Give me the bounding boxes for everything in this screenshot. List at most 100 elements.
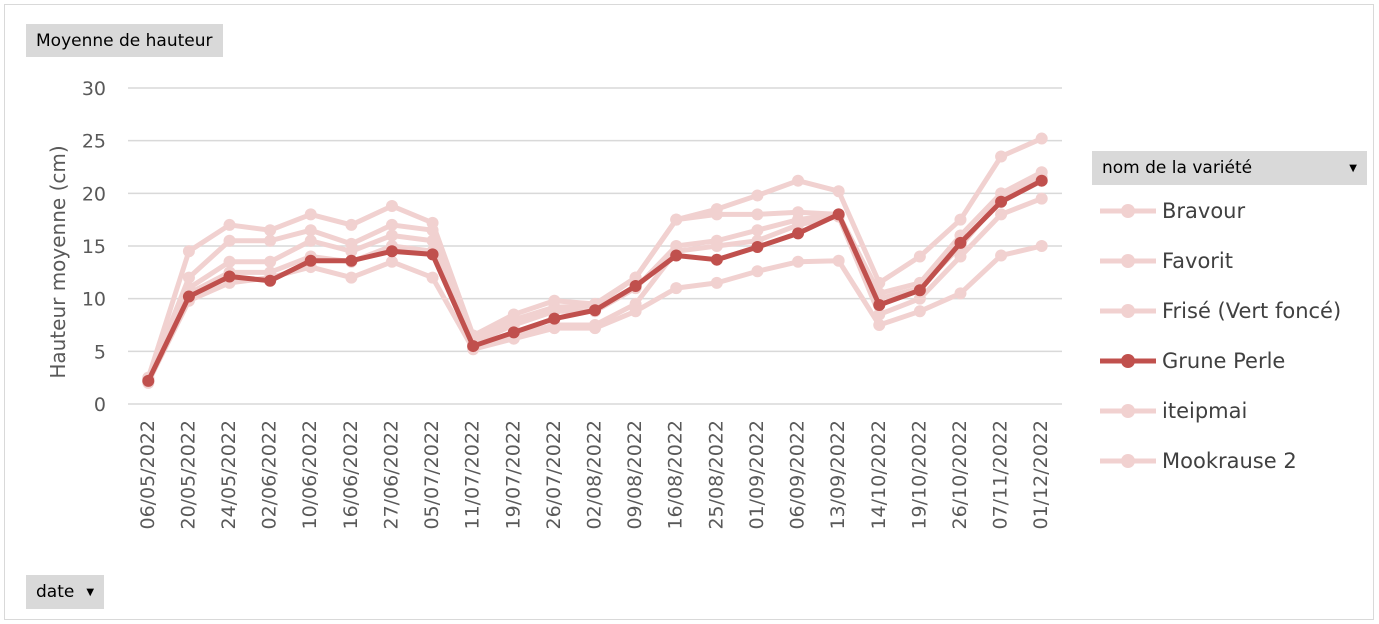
- x-tick-label: 06/05/2022: [137, 420, 159, 530]
- chart-area: [4, 4, 1374, 620]
- legend-marker-icon: [1100, 204, 1156, 218]
- x-tick-label: 27/06/2022: [380, 420, 402, 530]
- x-tick-label: 10/06/2022: [299, 420, 321, 530]
- data-point: [223, 234, 236, 247]
- legend-label: Mookrause 2: [1162, 449, 1297, 473]
- data-point: [264, 234, 277, 247]
- axis-field-label: date: [36, 582, 75, 602]
- data-point: [304, 254, 317, 267]
- measure-field-label: Moyenne de hauteur: [36, 30, 213, 51]
- data-point: [182, 290, 195, 303]
- data-point: [345, 218, 358, 231]
- data-point: [873, 298, 886, 311]
- data-point: [548, 322, 561, 335]
- data-point: [467, 340, 480, 353]
- legend-field-button[interactable]: nom de la variété ▼: [1092, 151, 1367, 185]
- data-point: [913, 250, 926, 263]
- data-point: [304, 224, 317, 237]
- data-point: [792, 218, 805, 231]
- x-tick-label: 02/06/2022: [259, 420, 281, 530]
- data-point: [426, 271, 439, 284]
- data-point: [751, 189, 764, 202]
- data-point: [345, 271, 358, 284]
- measure-field-button[interactable]: Moyenne de hauteur: [26, 24, 223, 57]
- data-point: [995, 195, 1008, 208]
- data-point: [385, 245, 398, 258]
- x-tick-label: 26/07/2022: [543, 420, 565, 530]
- x-tick-label: 16/06/2022: [340, 420, 362, 530]
- y-tick-label: 20: [82, 183, 106, 205]
- series-fris-vert-fonc-[interactable]: [142, 171, 1048, 389]
- legend-item[interactable]: Grune Perle: [1098, 346, 1285, 376]
- data-point: [223, 218, 236, 231]
- data-point: [264, 274, 277, 287]
- x-tick-label: 06/09/2022: [787, 420, 809, 530]
- data-point: [1035, 174, 1048, 187]
- data-point: [995, 249, 1008, 262]
- data-point: [142, 374, 155, 387]
- data-point: [913, 284, 926, 297]
- y-tick-label: 15: [82, 236, 106, 258]
- data-point: [385, 255, 398, 268]
- data-point: [589, 304, 601, 317]
- y-axis-label: Hauteur moyenne (cm): [46, 145, 70, 378]
- x-tick-label: 01/09/2022: [746, 420, 768, 530]
- data-point: [304, 208, 317, 221]
- data-point: [426, 234, 439, 247]
- x-tick-label: 11/07/2022: [462, 420, 484, 530]
- data-point: [710, 253, 723, 266]
- data-point: [670, 282, 683, 295]
- y-tick-label: 25: [82, 131, 106, 153]
- data-point: [182, 245, 195, 258]
- legend-label: Bravour: [1162, 199, 1246, 223]
- data-point: [873, 319, 886, 331]
- legend-marker-icon: [1100, 304, 1156, 318]
- data-point: [751, 241, 764, 254]
- dropdown-arrow-icon: ▼: [86, 586, 95, 598]
- data-point: [832, 185, 845, 198]
- legend-item[interactable]: Frisé (Vert foncé): [1098, 296, 1341, 326]
- x-tick-label: 13/09/2022: [827, 420, 849, 530]
- data-point: [995, 150, 1008, 163]
- data-point: [629, 271, 642, 284]
- data-point: [710, 240, 723, 252]
- legend-label: Frisé (Vert foncé): [1162, 299, 1342, 323]
- data-point: [426, 248, 439, 261]
- x-tick-label: 14/10/2022: [868, 420, 890, 530]
- data-point: [751, 265, 764, 278]
- axis-field-button[interactable]: date ▼: [26, 575, 105, 609]
- legend-item[interactable]: Mookrause 2: [1098, 446, 1297, 476]
- data-point: [385, 218, 398, 231]
- data-point: [792, 227, 805, 240]
- data-point: [751, 224, 764, 237]
- data-point: [1035, 132, 1048, 145]
- series-grune-perle[interactable]: [142, 174, 1048, 387]
- data-point: [954, 236, 967, 249]
- legend-item[interactable]: Bravour: [1098, 196, 1245, 226]
- legend-label: iteipmai: [1162, 399, 1248, 423]
- data-point: [832, 208, 845, 221]
- data-point: [913, 292, 926, 305]
- x-tick-label: 09/08/2022: [624, 420, 646, 530]
- data-point: [792, 255, 805, 268]
- legend-label: Grune Perle: [1162, 349, 1286, 373]
- series-line: [146, 175, 1043, 384]
- series-mookrause-2[interactable]: [142, 240, 1048, 388]
- legend-marker-icon: [1100, 404, 1156, 418]
- x-tick-label: 24/05/2022: [218, 420, 240, 530]
- data-point: [223, 255, 236, 268]
- data-point: [548, 312, 561, 325]
- y-tick-label: 5: [94, 341, 106, 363]
- data-point: [832, 254, 845, 267]
- legend-item[interactable]: iteipmai: [1098, 396, 1247, 426]
- data-point: [710, 208, 723, 221]
- legend-marker-icon: [1100, 354, 1156, 368]
- legend-marker-icon: [1100, 454, 1156, 468]
- legend-item[interactable]: Favorit: [1098, 246, 1233, 276]
- x-tick-label: 16/08/2022: [665, 420, 687, 530]
- data-point: [1035, 240, 1048, 252]
- legend-field-label: nom de la variété: [1102, 158, 1253, 178]
- data-point: [710, 276, 723, 289]
- y-tick-label: 10: [82, 289, 106, 311]
